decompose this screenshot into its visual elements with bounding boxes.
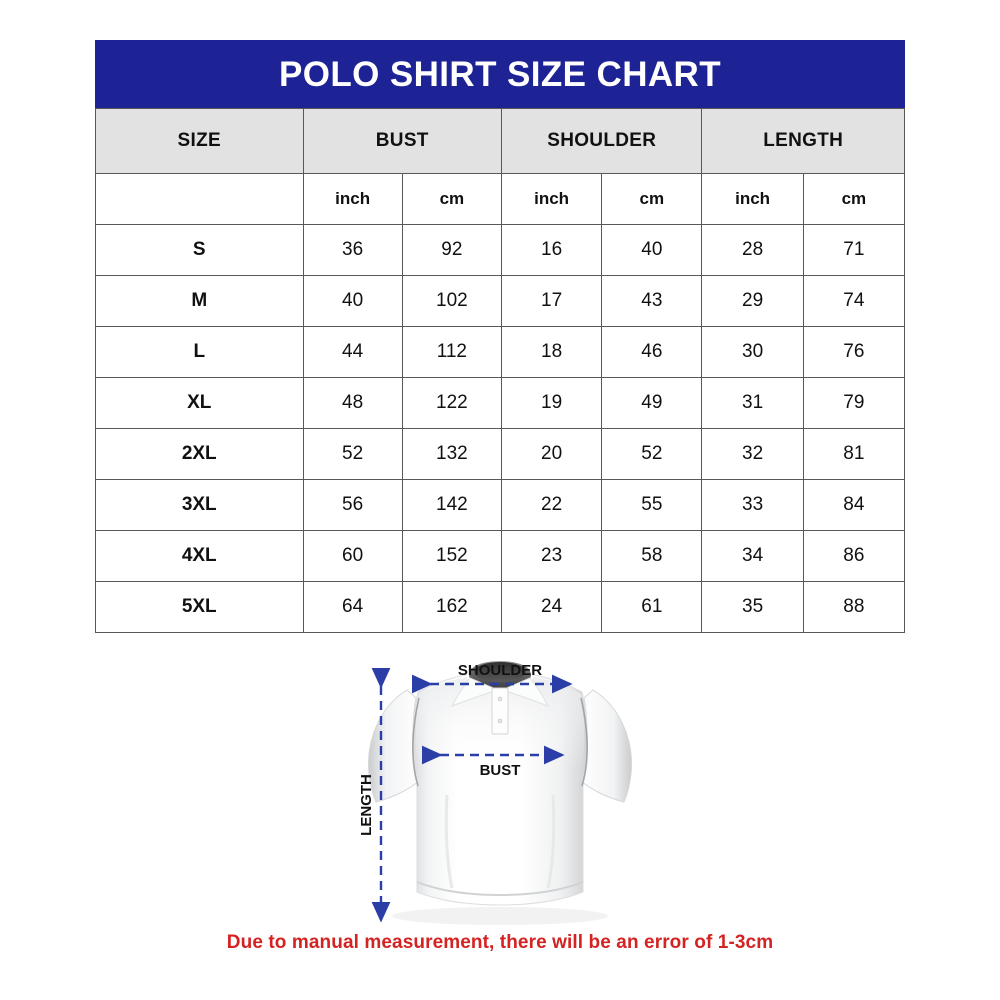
shirt-hem bbox=[416, 881, 584, 897]
table-group-header-row: SIZE BUST SHOULDER LENGTH bbox=[95, 108, 905, 174]
shirt-left-armhole-seam bbox=[412, 697, 420, 787]
cell-bust-inch: 44 bbox=[302, 326, 403, 378]
cell-size: M bbox=[95, 275, 304, 327]
table-row: L 44 112 18 46 30 76 bbox=[95, 326, 906, 378]
cell-size: XL bbox=[95, 377, 304, 429]
column-header-length: LENGTH bbox=[701, 108, 905, 174]
cell-shoulder-cm: 40 bbox=[601, 224, 703, 276]
cell-bust-inch: 36 bbox=[302, 224, 403, 276]
cell-size: 3XL bbox=[95, 479, 304, 531]
shirt-button-bottom bbox=[497, 718, 503, 724]
cell-length-inch: 29 bbox=[701, 275, 804, 327]
shirt-shadow bbox=[392, 907, 608, 925]
cell-bust-inch: 48 bbox=[302, 377, 403, 429]
cell-bust-cm: 122 bbox=[401, 377, 502, 429]
column-header-size: SIZE bbox=[95, 108, 304, 174]
cell-size: 4XL bbox=[95, 530, 304, 582]
column-header-bust: BUST bbox=[302, 108, 502, 174]
table-row: XL 48 122 19 49 31 79 bbox=[95, 377, 906, 429]
cell-shoulder-inch: 24 bbox=[500, 581, 603, 633]
size-chart-table: SIZE BUST SHOULDER LENGTH inch cm inch c… bbox=[95, 108, 906, 633]
cell-shoulder-cm: 43 bbox=[601, 275, 703, 327]
cell-length-cm: 86 bbox=[802, 530, 906, 582]
cell-bust-cm: 132 bbox=[401, 428, 502, 480]
table-row: 3XL 56 142 22 55 33 84 bbox=[95, 479, 906, 531]
unit-bust-inch: inch bbox=[302, 173, 403, 225]
cell-shoulder-inch: 19 bbox=[500, 377, 603, 429]
cell-bust-inch: 52 bbox=[302, 428, 403, 480]
measurement-disclaimer: Due to manual measurement, there will be… bbox=[226, 932, 774, 953]
cell-shoulder-cm: 55 bbox=[601, 479, 703, 531]
cell-length-inch: 34 bbox=[701, 530, 804, 582]
cell-shoulder-inch: 20 bbox=[500, 428, 603, 480]
cell-shoulder-inch: 17 bbox=[500, 275, 603, 327]
unit-shoulder-cm: cm bbox=[601, 173, 703, 225]
size-chart-container: POLO SHIRT SIZE CHART SIZE BUST SHOULDER… bbox=[95, 40, 906, 633]
cell-length-inch: 32 bbox=[701, 428, 804, 480]
table-row: 4XL 60 152 23 58 34 86 bbox=[95, 530, 906, 582]
cell-length-inch: 33 bbox=[701, 479, 804, 531]
shirt-fold-left bbox=[444, 794, 454, 889]
measurement-diagram: SHOULDER BUST LENGTH bbox=[0, 620, 1000, 940]
cell-shoulder-cm: 52 bbox=[601, 428, 703, 480]
cell-bust-cm: 112 bbox=[401, 326, 502, 378]
cell-shoulder-inch: 22 bbox=[500, 479, 603, 531]
cell-length-inch: 28 bbox=[701, 224, 804, 276]
cell-size: 5XL bbox=[95, 581, 304, 633]
shirt-button-top bbox=[497, 696, 503, 702]
table-row: S 36 92 16 40 28 71 bbox=[95, 224, 906, 276]
page-title: POLO SHIRT SIZE CHART bbox=[278, 54, 722, 94]
cell-shoulder-cm: 46 bbox=[601, 326, 703, 378]
cell-bust-inch: 60 bbox=[302, 530, 403, 582]
unit-bust-cm: cm bbox=[401, 173, 502, 225]
cell-size: 2XL bbox=[95, 428, 304, 480]
table-unit-header-row: inch cm inch cm inch cm bbox=[95, 173, 906, 225]
shirt-right-sleeve bbox=[580, 689, 632, 803]
cell-length-cm: 71 bbox=[802, 224, 906, 276]
polo-shirt-illustration: SHOULDER BUST LENGTH bbox=[358, 658, 632, 925]
cell-bust-cm: 92 bbox=[401, 224, 502, 276]
cell-length-cm: 88 bbox=[802, 581, 906, 633]
shirt-fold-right bbox=[546, 794, 556, 889]
cell-length-cm: 84 bbox=[802, 479, 906, 531]
shirt-right-armhole-seam bbox=[580, 697, 588, 787]
cell-shoulder-inch: 18 bbox=[500, 326, 603, 378]
table-row: 2XL 52 132 20 52 32 81 bbox=[95, 428, 906, 480]
cell-length-inch: 35 bbox=[701, 581, 804, 633]
column-header-shoulder: SHOULDER bbox=[500, 108, 703, 174]
cell-bust-inch: 40 bbox=[302, 275, 403, 327]
cell-length-cm: 79 bbox=[802, 377, 906, 429]
table-row: M 40 102 17 43 29 74 bbox=[95, 275, 906, 327]
cell-length-inch: 31 bbox=[701, 377, 804, 429]
cell-length-cm: 76 bbox=[802, 326, 906, 378]
cell-shoulder-inch: 16 bbox=[500, 224, 603, 276]
cell-shoulder-cm: 58 bbox=[601, 530, 703, 582]
cell-shoulder-cm: 61 bbox=[601, 581, 703, 633]
shirt-placket bbox=[491, 687, 509, 735]
cell-bust-cm: 102 bbox=[401, 275, 502, 327]
cell-shoulder-cm: 49 bbox=[601, 377, 703, 429]
length-label: LENGTH bbox=[358, 774, 375, 836]
cell-length-cm: 74 bbox=[802, 275, 906, 327]
shoulder-label: SHOULDER bbox=[458, 662, 542, 679]
unit-length-inch: inch bbox=[701, 173, 804, 225]
shirt-left-sleeve bbox=[368, 689, 420, 803]
cell-shoulder-inch: 23 bbox=[500, 530, 603, 582]
unit-cell-blank bbox=[95, 173, 304, 225]
cell-length-inch: 30 bbox=[701, 326, 804, 378]
cell-length-cm: 81 bbox=[802, 428, 906, 480]
unit-shoulder-inch: inch bbox=[500, 173, 603, 225]
cell-bust-cm: 162 bbox=[401, 581, 502, 633]
chart-title-bar: POLO SHIRT SIZE CHART bbox=[95, 40, 905, 108]
cell-bust-cm: 152 bbox=[401, 530, 502, 582]
bust-label: BUST bbox=[480, 762, 521, 779]
cell-size: S bbox=[95, 224, 304, 276]
cell-size: L bbox=[95, 326, 304, 378]
cell-bust-cm: 142 bbox=[401, 479, 502, 531]
table-row: 5XL 64 162 24 61 35 88 bbox=[95, 581, 906, 633]
unit-length-cm: cm bbox=[802, 173, 906, 225]
cell-bust-inch: 56 bbox=[302, 479, 403, 531]
